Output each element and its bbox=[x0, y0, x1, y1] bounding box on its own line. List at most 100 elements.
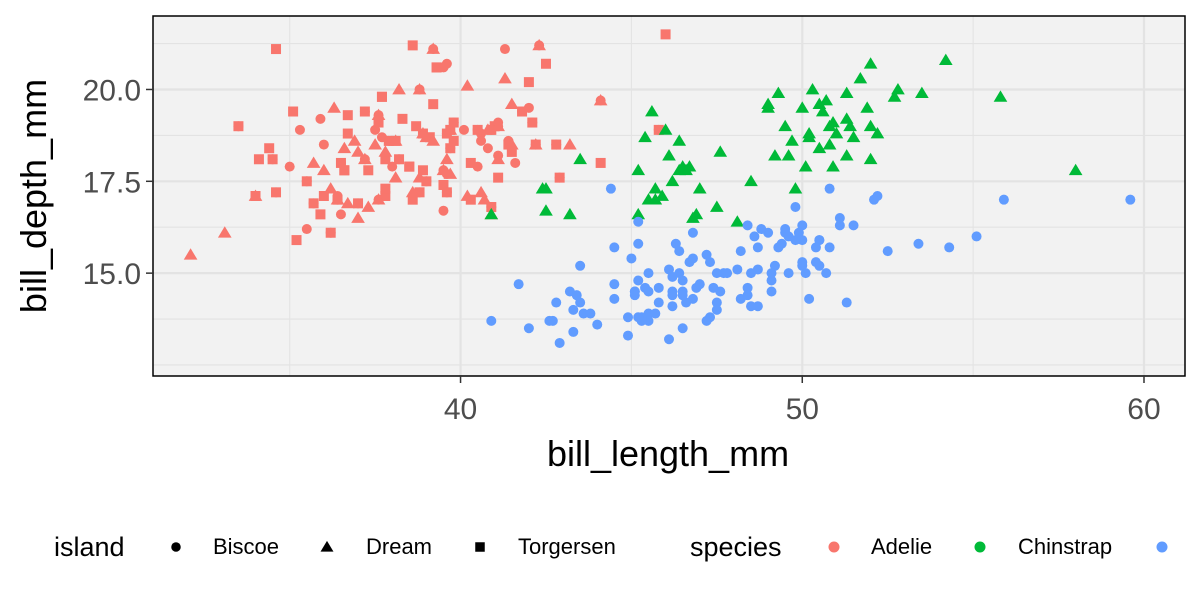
data-point bbox=[291, 235, 302, 246]
data-point bbox=[407, 40, 418, 51]
data-point bbox=[476, 135, 487, 146]
data-point bbox=[829, 127, 844, 139]
data-point bbox=[554, 172, 565, 183]
data-point bbox=[547, 315, 558, 326]
data-point bbox=[631, 163, 646, 176]
data-point bbox=[730, 215, 745, 227]
data-point bbox=[361, 200, 376, 212]
data-point bbox=[860, 101, 875, 113]
data-point bbox=[380, 183, 391, 194]
data-point bbox=[392, 82, 406, 95]
data-point bbox=[443, 167, 458, 179]
data-point bbox=[834, 220, 845, 231]
legend-shape-title: island bbox=[54, 532, 125, 562]
data-point bbox=[412, 82, 427, 95]
data-point bbox=[711, 268, 722, 279]
data-point bbox=[426, 42, 441, 54]
data-point bbox=[484, 207, 499, 220]
data-point bbox=[687, 253, 698, 264]
y-tick-label: 17.5 bbox=[83, 166, 141, 199]
y-tick-label: 15.0 bbox=[83, 258, 141, 291]
data-point bbox=[248, 189, 263, 201]
data-point bbox=[752, 242, 763, 253]
data-point bbox=[493, 172, 504, 183]
data-point bbox=[431, 62, 442, 73]
data-point bbox=[872, 191, 883, 201]
data-point bbox=[528, 138, 543, 150]
legend-shape-key-circle bbox=[171, 542, 181, 552]
data-point bbox=[824, 183, 835, 194]
data-point bbox=[848, 220, 859, 231]
data-point bbox=[417, 165, 428, 176]
data-point bbox=[971, 231, 982, 242]
data-point bbox=[288, 106, 299, 117]
data-point bbox=[380, 154, 391, 165]
data-point bbox=[504, 97, 519, 110]
data-point bbox=[342, 128, 353, 139]
data-point bbox=[1068, 163, 1083, 176]
data-point bbox=[744, 174, 758, 187]
legend-color-key bbox=[828, 541, 840, 553]
data-point bbox=[804, 293, 815, 304]
data-point bbox=[798, 160, 813, 172]
data-point bbox=[527, 117, 538, 128]
x-tick-label: 60 bbox=[1127, 393, 1160, 426]
data-point bbox=[785, 134, 799, 146]
legend-shape-keys bbox=[171, 540, 485, 552]
data-point bbox=[677, 323, 688, 334]
data-point bbox=[378, 145, 393, 157]
y-axis-ticks: 15.0 17.5 20.0 bbox=[83, 74, 153, 291]
data-point bbox=[797, 257, 808, 268]
data-point bbox=[605, 183, 616, 194]
data-point bbox=[267, 154, 278, 165]
data-point bbox=[752, 301, 763, 312]
data-point bbox=[778, 119, 793, 132]
data-point bbox=[822, 138, 837, 150]
data-point bbox=[805, 82, 820, 95]
data-point bbox=[458, 124, 469, 135]
data-point bbox=[233, 121, 244, 132]
data-point bbox=[183, 248, 198, 260]
data-point bbox=[264, 143, 275, 154]
data-point bbox=[664, 334, 674, 345]
data-point bbox=[380, 191, 391, 201]
data-point bbox=[768, 149, 782, 161]
data-point bbox=[506, 146, 517, 157]
x-tick-label: 50 bbox=[786, 393, 819, 426]
data-point bbox=[633, 275, 644, 286]
legend-shape-key-triangle bbox=[320, 540, 334, 552]
data-point bbox=[315, 113, 326, 124]
data-point bbox=[371, 193, 386, 205]
data-point bbox=[732, 264, 743, 275]
data-point bbox=[711, 297, 722, 308]
data-point bbox=[863, 57, 878, 69]
data-point bbox=[498, 71, 512, 84]
data-point bbox=[554, 337, 565, 348]
data-points bbox=[183, 29, 1136, 348]
data-point bbox=[371, 108, 386, 121]
data-point bbox=[330, 193, 345, 205]
data-point bbox=[653, 297, 664, 308]
data-point bbox=[445, 143, 456, 154]
data-point bbox=[327, 101, 341, 113]
legend-color-title: species bbox=[690, 532, 782, 562]
data-point bbox=[394, 154, 405, 165]
data-point bbox=[839, 86, 854, 99]
data-point bbox=[523, 77, 534, 88]
data-point bbox=[351, 145, 365, 157]
data-point bbox=[335, 209, 346, 220]
data-point bbox=[578, 308, 589, 319]
data-point bbox=[325, 227, 336, 238]
data-point bbox=[571, 290, 582, 301]
data-point bbox=[306, 156, 321, 168]
data-point bbox=[315, 209, 326, 220]
data-point bbox=[749, 231, 760, 242]
data-point bbox=[735, 246, 746, 257]
data-point bbox=[665, 174, 680, 187]
data-point bbox=[551, 297, 562, 308]
legend-color-label-chinstrap: Chinstrap bbox=[1018, 534, 1112, 559]
data-point bbox=[217, 226, 232, 238]
data-point bbox=[411, 121, 422, 132]
data-point bbox=[499, 44, 510, 55]
